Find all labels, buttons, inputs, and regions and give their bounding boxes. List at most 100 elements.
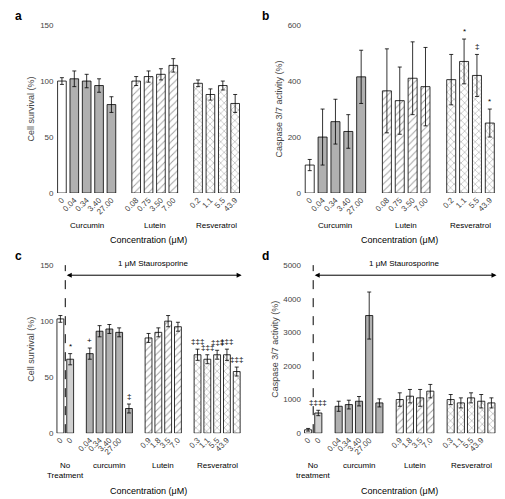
svg-text:Curcumin: Curcumin (70, 221, 104, 230)
svg-text:0.34: 0.34 (322, 196, 340, 214)
svg-text:1 μM Staurosporine: 1 μM Staurosporine (118, 259, 189, 268)
svg-text:3.5: 3.5 (158, 436, 173, 451)
svg-text:27.00: 27.00 (95, 196, 116, 217)
svg-text:Concentration (μM): Concentration (μM) (110, 486, 187, 496)
svg-text:0.2: 0.2 (441, 196, 456, 211)
svg-text:+: + (87, 336, 92, 345)
svg-text:2000: 2000 (283, 362, 301, 371)
svg-text:43.9: 43.9 (468, 436, 486, 454)
svg-text:0.34: 0.34 (74, 196, 92, 214)
svg-text:1.1: 1.1 (454, 196, 469, 211)
svg-text:7.00: 7.00 (160, 196, 178, 214)
svg-text:43.9: 43.9 (214, 436, 232, 454)
svg-text:100: 100 (40, 317, 54, 326)
svg-text:43.9: 43.9 (222, 196, 240, 214)
svg-text:0: 0 (303, 436, 313, 446)
svg-text:0.9: 0.9 (139, 436, 154, 451)
svg-text:0.04: 0.04 (326, 436, 344, 454)
svg-text:1.1: 1.1 (451, 436, 466, 451)
svg-text:curcumin: curcumin (343, 461, 375, 470)
svg-text:5.5: 5.5 (207, 436, 222, 451)
svg-text:1.1: 1.1 (197, 436, 212, 451)
svg-text:*: * (488, 97, 491, 106)
svg-text:Caspase 3/7 activity (%): Caspase 3/7 activity (%) (270, 301, 280, 398)
svg-text:3.40: 3.40 (86, 196, 104, 214)
svg-text:0.04: 0.04 (61, 196, 79, 214)
svg-text:5.5: 5.5 (467, 196, 482, 211)
svg-text:Resveratrol: Resveratrol (197, 461, 238, 470)
svg-text:3.40: 3.40 (96, 436, 114, 454)
svg-text:*: * (463, 27, 466, 36)
svg-text:1 μM Staurosporine: 1 μM Staurosporine (369, 259, 440, 268)
svg-text:Cell survival (%): Cell survival (%) (26, 317, 36, 382)
svg-text:4000: 4000 (283, 295, 301, 304)
svg-text:400: 400 (288, 77, 302, 86)
svg-text:1000: 1000 (283, 395, 301, 404)
svg-text:Cell survival (%): Cell survival (%) (26, 77, 36, 142)
svg-text:0: 0 (313, 436, 323, 446)
svg-text:0.04: 0.04 (77, 436, 95, 454)
svg-text:Concentration (μM): Concentration (μM) (110, 235, 187, 245)
svg-text:Curcumin: Curcumin (318, 221, 352, 230)
svg-text:3.50: 3.50 (399, 196, 417, 214)
svg-text:c: c (15, 249, 22, 263)
svg-text:0.75: 0.75 (135, 196, 153, 214)
svg-text:50: 50 (45, 133, 54, 142)
svg-text:7.00: 7.00 (412, 196, 430, 214)
svg-text:3.5: 3.5 (410, 436, 425, 451)
svg-text:Concentration (μM): Concentration (μM) (361, 235, 438, 245)
svg-text:0: 0 (297, 189, 302, 198)
svg-text:‡: ‡ (475, 42, 479, 51)
svg-text:0.9: 0.9 (390, 436, 405, 451)
svg-text:5.5: 5.5 (213, 196, 228, 211)
svg-text:50: 50 (45, 373, 54, 382)
svg-text:‡: ‡ (127, 392, 131, 401)
svg-text:5000: 5000 (283, 261, 301, 270)
svg-text:7.0: 7.0 (420, 436, 435, 451)
svg-text:b: b (262, 9, 269, 23)
svg-text:0.08: 0.08 (374, 196, 392, 214)
svg-text:‡‡‡: ‡‡‡ (230, 355, 243, 364)
svg-text:0.34: 0.34 (86, 436, 104, 454)
svg-text:3.40: 3.40 (335, 196, 353, 214)
svg-text:‡‡‡: ‡‡‡ (220, 337, 233, 346)
svg-text:600: 600 (288, 21, 302, 30)
svg-text:3.40: 3.40 (346, 436, 364, 454)
svg-text:Resveratrol: Resveratrol (451, 461, 492, 470)
svg-text:0.3: 0.3 (188, 436, 203, 451)
svg-text:‡‡‡‡: ‡‡‡‡ (309, 398, 327, 407)
svg-text:Lutein: Lutein (404, 461, 426, 470)
svg-text:7.0: 7.0 (168, 436, 183, 451)
svg-text:0: 0 (49, 429, 54, 438)
svg-text:Caspase 3/7 activity (%): Caspase 3/7 activity (%) (274, 61, 284, 158)
svg-text:Resveratrol: Resveratrol (196, 221, 237, 230)
svg-text:43.9: 43.9 (477, 196, 495, 214)
svg-text:0: 0 (49, 189, 54, 198)
svg-text:0: 0 (297, 429, 302, 438)
svg-text:*: * (69, 342, 72, 351)
svg-text:150: 150 (40, 261, 54, 270)
svg-text:Lutein: Lutein (395, 221, 417, 230)
svg-text:27.00: 27.00 (103, 436, 124, 457)
svg-text:‡‡‡: ‡‡‡ (201, 343, 214, 352)
svg-text:1.8: 1.8 (400, 436, 415, 451)
svg-text:Lutein: Lutein (152, 461, 174, 470)
svg-text:0.75: 0.75 (387, 196, 405, 214)
svg-text:0: 0 (304, 196, 314, 206)
svg-text:0: 0 (57, 196, 67, 206)
svg-text:0: 0 (55, 436, 65, 446)
svg-text:0.04: 0.04 (309, 196, 327, 214)
svg-text:Resveratrol: Resveratrol (450, 221, 491, 230)
svg-text:NoTreatment: NoTreatment (47, 461, 84, 480)
svg-text:Notreatment: Notreatment (296, 461, 331, 480)
svg-text:0.34: 0.34 (336, 436, 354, 454)
svg-text:1.8: 1.8 (148, 436, 163, 451)
svg-text:3.50: 3.50 (148, 196, 166, 214)
svg-text:5.5: 5.5 (461, 436, 476, 451)
svg-text:curcumin: curcumin (93, 461, 125, 470)
svg-text:‡‡‡: ‡‡‡ (211, 338, 224, 347)
svg-text:200: 200 (288, 133, 302, 142)
svg-text:27.00: 27.00 (345, 196, 366, 217)
svg-text:a: a (15, 9, 22, 23)
svg-text:1.1: 1.1 (200, 196, 215, 211)
